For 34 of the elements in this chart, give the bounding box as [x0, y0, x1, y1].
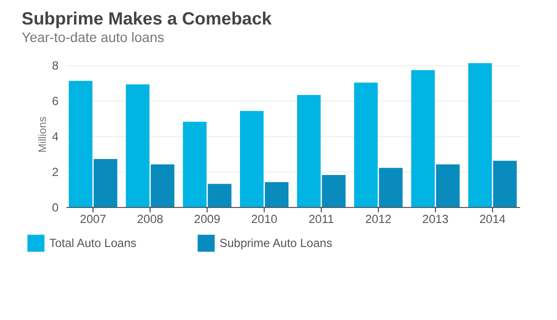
x-tick-label: 2010 — [251, 212, 278, 226]
x-tick-label: 2014 — [479, 212, 506, 226]
legend-label: Total Auto Loans — [49, 236, 137, 250]
bar — [297, 95, 321, 207]
bar — [94, 158, 118, 207]
bar — [493, 160, 517, 207]
bar — [150, 164, 174, 207]
bar — [411, 70, 435, 207]
bar — [468, 63, 492, 207]
bar — [436, 164, 460, 207]
y-axis-title: Millions — [37, 116, 50, 153]
y-tick-label: 8 — [52, 58, 59, 72]
bar — [126, 84, 150, 207]
x-tick-label: 2007 — [80, 212, 106, 226]
y-tick-label: 0 — [52, 200, 59, 214]
legend-label: Subprime Auto Loans — [219, 236, 332, 250]
bar — [68, 80, 92, 207]
x-tick-label: 2009 — [194, 212, 220, 226]
x-tick-label: 2008 — [136, 212, 164, 226]
x-tick-label: 2012 — [365, 212, 392, 226]
bar — [182, 122, 207, 207]
bar — [322, 174, 346, 207]
x-tick-label: 2013 — [422, 212, 449, 226]
y-tick-label: 6 — [52, 94, 59, 108]
bar — [354, 82, 378, 207]
bar — [240, 111, 264, 207]
chart-subtitle: Year-to-date auto loans — [22, 30, 164, 46]
chart-title: Subprime Makes a Comeback — [22, 8, 272, 29]
y-tick-label: 4 — [52, 129, 59, 144]
x-tick-label: 2011 — [308, 212, 334, 226]
bar — [208, 184, 232, 207]
bar — [378, 168, 403, 207]
y-tick-label: 2 — [52, 164, 59, 179]
bar — [264, 182, 288, 207]
